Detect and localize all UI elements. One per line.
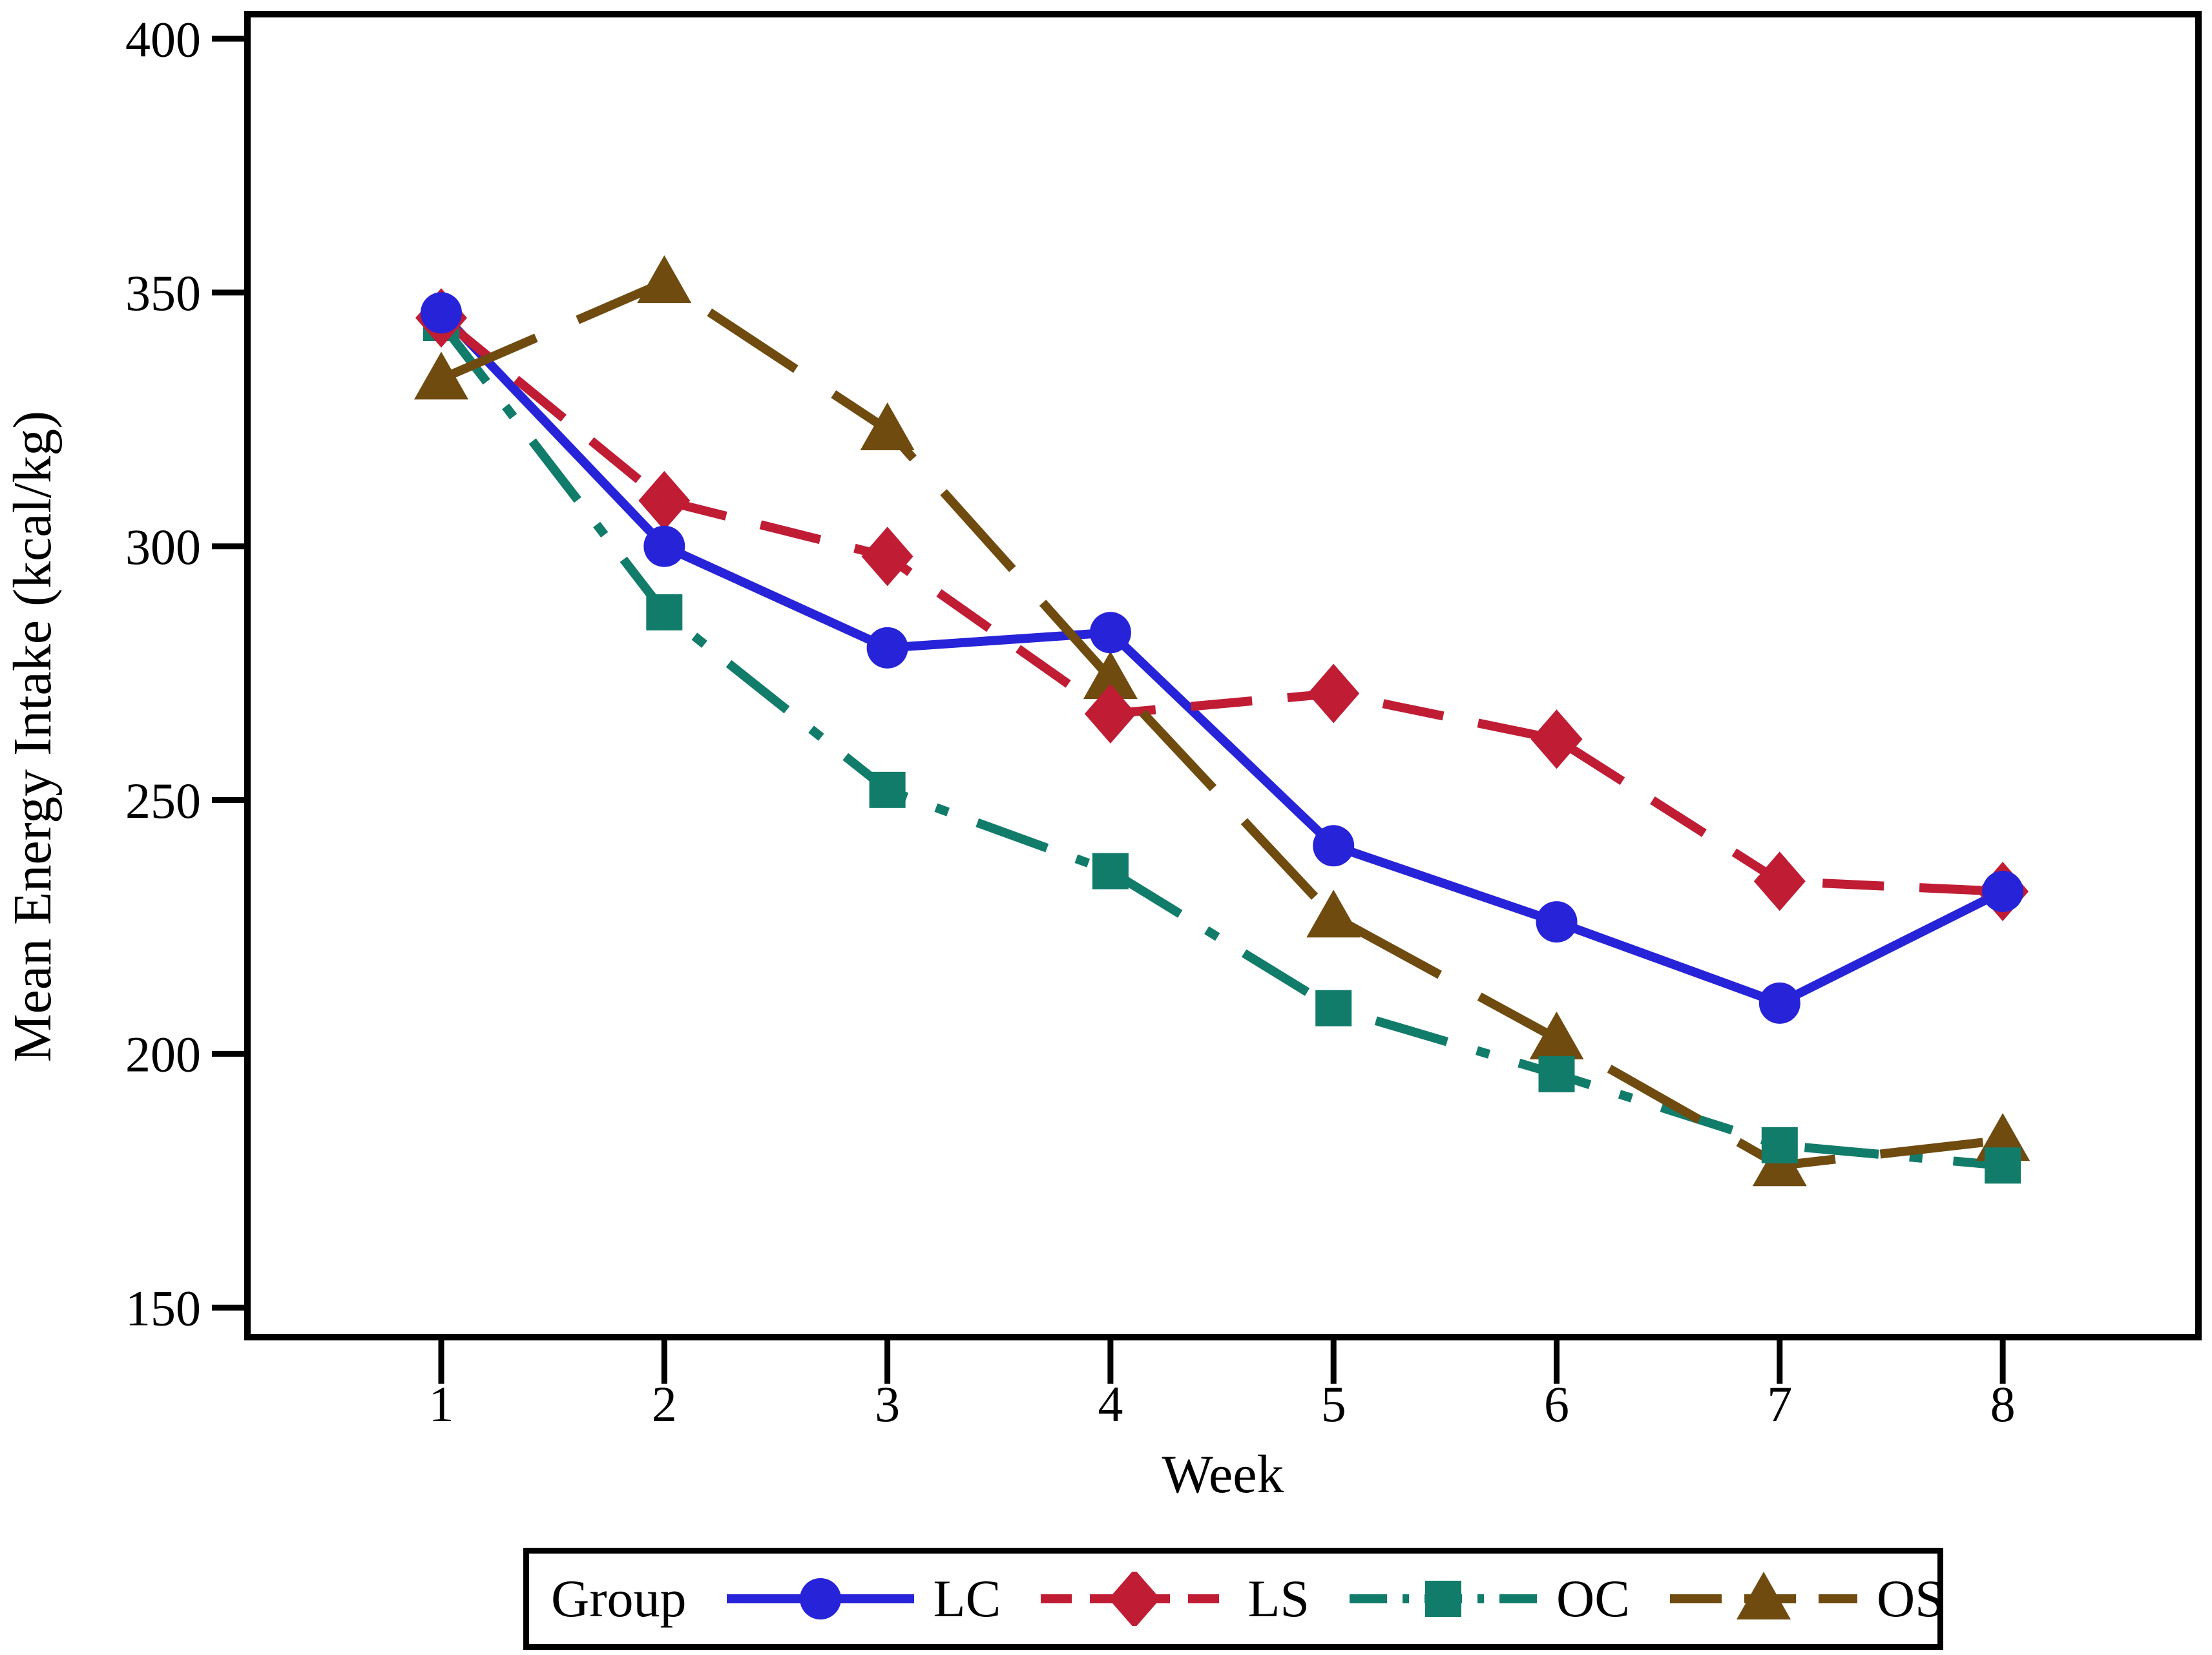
x-tick-label-6: 6 [1544,1376,1569,1432]
plot-frame [244,11,2202,1340]
y-tick-label-300: 300 [125,519,201,575]
marker-OC-week4 [1092,853,1129,890]
marker-OS-week2 [637,255,692,304]
marker-LC-week8 [1982,870,2024,912]
legend-entry-LS: LS [1041,1568,1309,1629]
marker-OS-week5 [1306,890,1361,938]
series-lines [437,277,2005,1171]
legend-label-LS: LS [1247,1569,1310,1628]
marker-OC-week2 [646,594,683,630]
x-tick-label-5: 5 [1321,1376,1346,1432]
series-line-OC [437,320,2003,1171]
legend-label-LC: LC [933,1569,1001,1628]
marker-LC-week1 [421,292,462,334]
legend-box: Group LC LS OC OS [523,1548,1945,1650]
x-axis-title: Week [1162,1444,1284,1504]
marker-OS-week1 [414,351,468,400]
series-line-OS [439,277,2003,1171]
legend-swatch-circle-icon [726,1578,914,1619]
legend-title: Group [551,1569,687,1628]
legend-entry-OC: OC [1350,1568,1630,1629]
y-axis-title: Mean Energy Intake (kcal/kg) [3,411,63,1062]
y-tick-label-400: 400 [125,11,201,67]
marker-OC-week8 [1985,1147,2021,1184]
x-tick-label-4: 4 [1098,1376,1123,1432]
legend-swatch-triangle-icon [1669,1572,1857,1619]
marker-LS-week3 [861,526,913,587]
axes: 400 350 300 250 200 150 1 2 3 4 5 6 7 8 [125,11,2016,1432]
marker-LS-week6 [1530,709,1583,769]
series-line-LC [437,309,2005,1008]
marker-LC-week7 [1758,982,1800,1024]
legend-marker-LS [1109,1572,1161,1626]
marker-OS-week6 [1529,1011,1584,1059]
legend-label-OC: OC [1556,1569,1630,1628]
legend-label-OS: OS [1876,1569,1945,1628]
y-tick-label-250: 250 [125,773,201,829]
marker-OS-week4 [1083,651,1138,699]
legend-swatch-square-icon [1350,1581,1538,1617]
series-markers [414,255,2030,1187]
legend-marker-LC [799,1578,841,1619]
legend-entry-OS: OS [1669,1568,1945,1629]
x-tick-label-7: 7 [1767,1376,1792,1432]
marker-LC-week6 [1536,901,1578,943]
legend-marker-OS [1736,1572,1791,1619]
marker-OS-week3 [860,402,915,450]
legend-marker-OC [1425,1581,1462,1617]
marker-LS-week2 [638,470,691,530]
marker-OC-week6 [1538,1056,1575,1092]
marker-LC-week2 [643,525,685,567]
y-tick-label-350: 350 [125,265,201,321]
marker-LS-week4 [1084,683,1136,744]
x-tick-label-2: 2 [652,1376,677,1432]
marker-LC-week5 [1313,825,1355,867]
x-tick-label-8: 8 [1990,1376,2016,1432]
legend-swatch-diamond-icon [1041,1572,1229,1626]
legend-entry-LC: LC [726,1568,1001,1629]
y-tick-label-150: 150 [125,1280,201,1337]
x-tick-label-1: 1 [429,1376,454,1432]
marker-OC-week3 [869,771,906,808]
marker-LS-week5 [1308,663,1360,723]
y-tick-label-200: 200 [125,1026,201,1083]
marker-OC-week7 [1761,1127,1798,1163]
marker-LC-week3 [866,627,908,669]
marker-LS-week7 [1753,851,1806,911]
marker-OC-week5 [1315,990,1352,1026]
x-tick-label-3: 3 [875,1376,900,1432]
series-line-LS [438,314,2003,896]
marker-LC-week4 [1089,612,1131,654]
